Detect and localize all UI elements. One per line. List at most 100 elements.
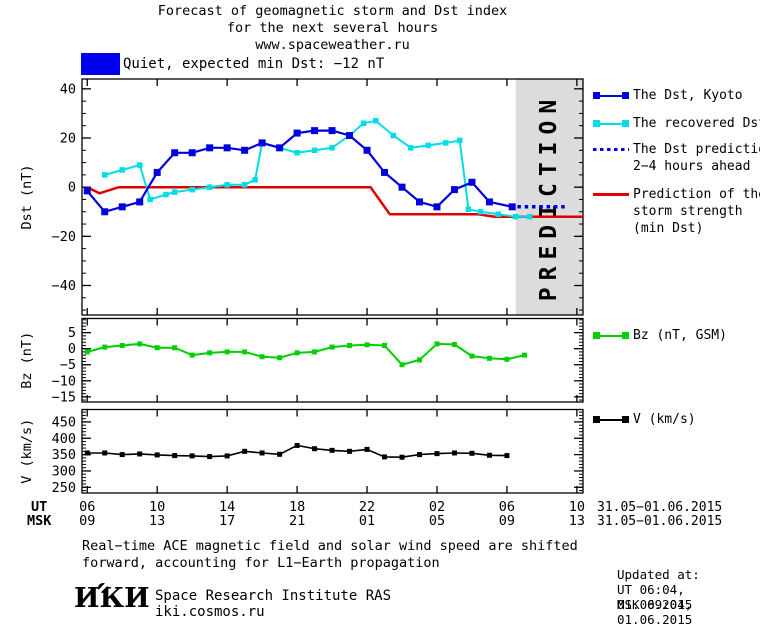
series-marker: [83, 187, 91, 195]
series-marker: [399, 454, 405, 460]
series-marker: [486, 452, 492, 458]
series-marker: [188, 149, 196, 157]
series-marker: [346, 132, 354, 140]
series-marker: [382, 342, 388, 348]
x-tick-label-ut: 14: [219, 499, 235, 515]
series-marker: [408, 145, 414, 151]
series-marker: [512, 213, 519, 220]
series-marker: [293, 129, 301, 137]
y-tick-label: −10: [52, 373, 76, 389]
footnote-line-1: Real−time ACE magnetic field and solar w…: [82, 538, 578, 554]
legend-v: V (km/s): [593, 412, 696, 427]
series-marker: [206, 144, 214, 152]
legend-v-label: V (km/s): [633, 412, 696, 427]
y-axis-title: V (km/s): [19, 419, 35, 484]
series-marker: [207, 454, 213, 460]
ut-row-label: UT: [31, 499, 47, 515]
series-marker: [172, 345, 178, 351]
series-marker: [477, 209, 484, 215]
series-marker: [465, 206, 472, 213]
series-marker: [468, 178, 476, 186]
y-tick-label: −15: [52, 389, 76, 405]
series-marker: [137, 341, 143, 347]
series-marker: [276, 144, 284, 152]
legend-bz-label: Bz (nT, GSM): [633, 328, 727, 343]
series-marker: [521, 352, 527, 358]
series-marker: [102, 344, 108, 350]
series-marker: [241, 146, 249, 154]
series-marker: [224, 181, 230, 188]
series-marker: [434, 341, 440, 347]
x-tick-label-ut: 02: [429, 499, 445, 515]
series-marker: [294, 350, 300, 356]
legend-storm-strength-label-2: storm strength: [633, 204, 743, 219]
series-marker: [84, 450, 90, 456]
y-tick-label: −5: [60, 357, 76, 373]
x-tick-label-msk: 21: [289, 513, 305, 529]
series-marker: [311, 147, 318, 154]
y-tick-label: 0: [68, 341, 76, 357]
x-tick-label-ut: 22: [359, 499, 375, 515]
plot-border: [81, 408, 584, 494]
series-marker: [189, 352, 195, 358]
x-tick-label-msk: 13: [569, 513, 585, 529]
series-marker: [433, 203, 441, 211]
series-marker: [329, 145, 335, 151]
series-marker: [189, 186, 195, 193]
series-marker: [277, 355, 283, 361]
series-marker: [258, 139, 266, 147]
series-marker: [363, 146, 371, 154]
y-tick-label: −40: [52, 278, 76, 294]
series-marker: [119, 342, 125, 348]
series-marker: [171, 189, 178, 195]
series-marker: [329, 344, 335, 350]
prediction-band-label: PREDICTION: [536, 93, 562, 301]
series-marker: [486, 355, 492, 361]
series-marker: [136, 198, 144, 206]
series-marker: [504, 356, 510, 362]
x-tick-label-ut: 10: [149, 499, 165, 515]
series-marker: [347, 342, 353, 348]
storm-status-label: Quiet, expected min Dst: −12 nT: [123, 56, 385, 72]
y-axis-title: Dst (nT): [19, 164, 35, 229]
series-marker: [223, 144, 231, 152]
series-marker: [312, 349, 318, 355]
series-marker: [242, 448, 248, 454]
series-marker: [119, 452, 125, 458]
series-marker: [469, 353, 475, 359]
series-marker: [172, 453, 178, 459]
series-marker: [373, 118, 379, 124]
series-marker: [101, 172, 108, 178]
chart-bz: 50−5−10−15 Bz (nT): [19, 317, 584, 405]
prediction-band: [515, 79, 583, 315]
iki-logo-text: ИКИ: [74, 583, 150, 614]
y-tick-label: 250: [52, 480, 76, 496]
y-tick-label: 5: [68, 325, 76, 341]
series-marker: [312, 446, 318, 452]
series-marker: [526, 213, 533, 220]
series-marker: [328, 127, 336, 135]
legend-recovered-dst-label: The recovered Dst: [633, 116, 760, 131]
series-marker: [485, 198, 493, 206]
y-tick-label: 450: [52, 414, 76, 430]
dst-kyoto-marker-icon: [593, 92, 629, 100]
legend-dst-prediction-label-1: The Dst prediction: [633, 142, 760, 157]
series-marker: [294, 150, 300, 156]
y-axis-title: Bz (nT): [19, 332, 35, 389]
y-tick-label: 40: [60, 81, 76, 97]
series-marker: [425, 142, 431, 149]
series-marker: [451, 342, 457, 348]
dst-prediction-dotted-line-icon: [593, 147, 629, 152]
series-marker: [451, 450, 457, 456]
y-tick-label: 20: [60, 131, 76, 147]
legend-bz: Bz (nT, GSM): [593, 328, 727, 343]
series-marker: [259, 450, 265, 456]
legend-dst-prediction-label-2: 2−4 hours ahead: [633, 159, 751, 174]
series-marker: [456, 137, 463, 144]
series-marker: [206, 184, 213, 190]
storm-strength-line-icon: [593, 193, 629, 196]
series-marker: [360, 120, 367, 126]
series-marker: [495, 211, 501, 217]
series-marker: [137, 451, 143, 457]
chart-dst: PREDICTION 40 20 0 −20 −40 Dst (nT): [19, 78, 584, 316]
